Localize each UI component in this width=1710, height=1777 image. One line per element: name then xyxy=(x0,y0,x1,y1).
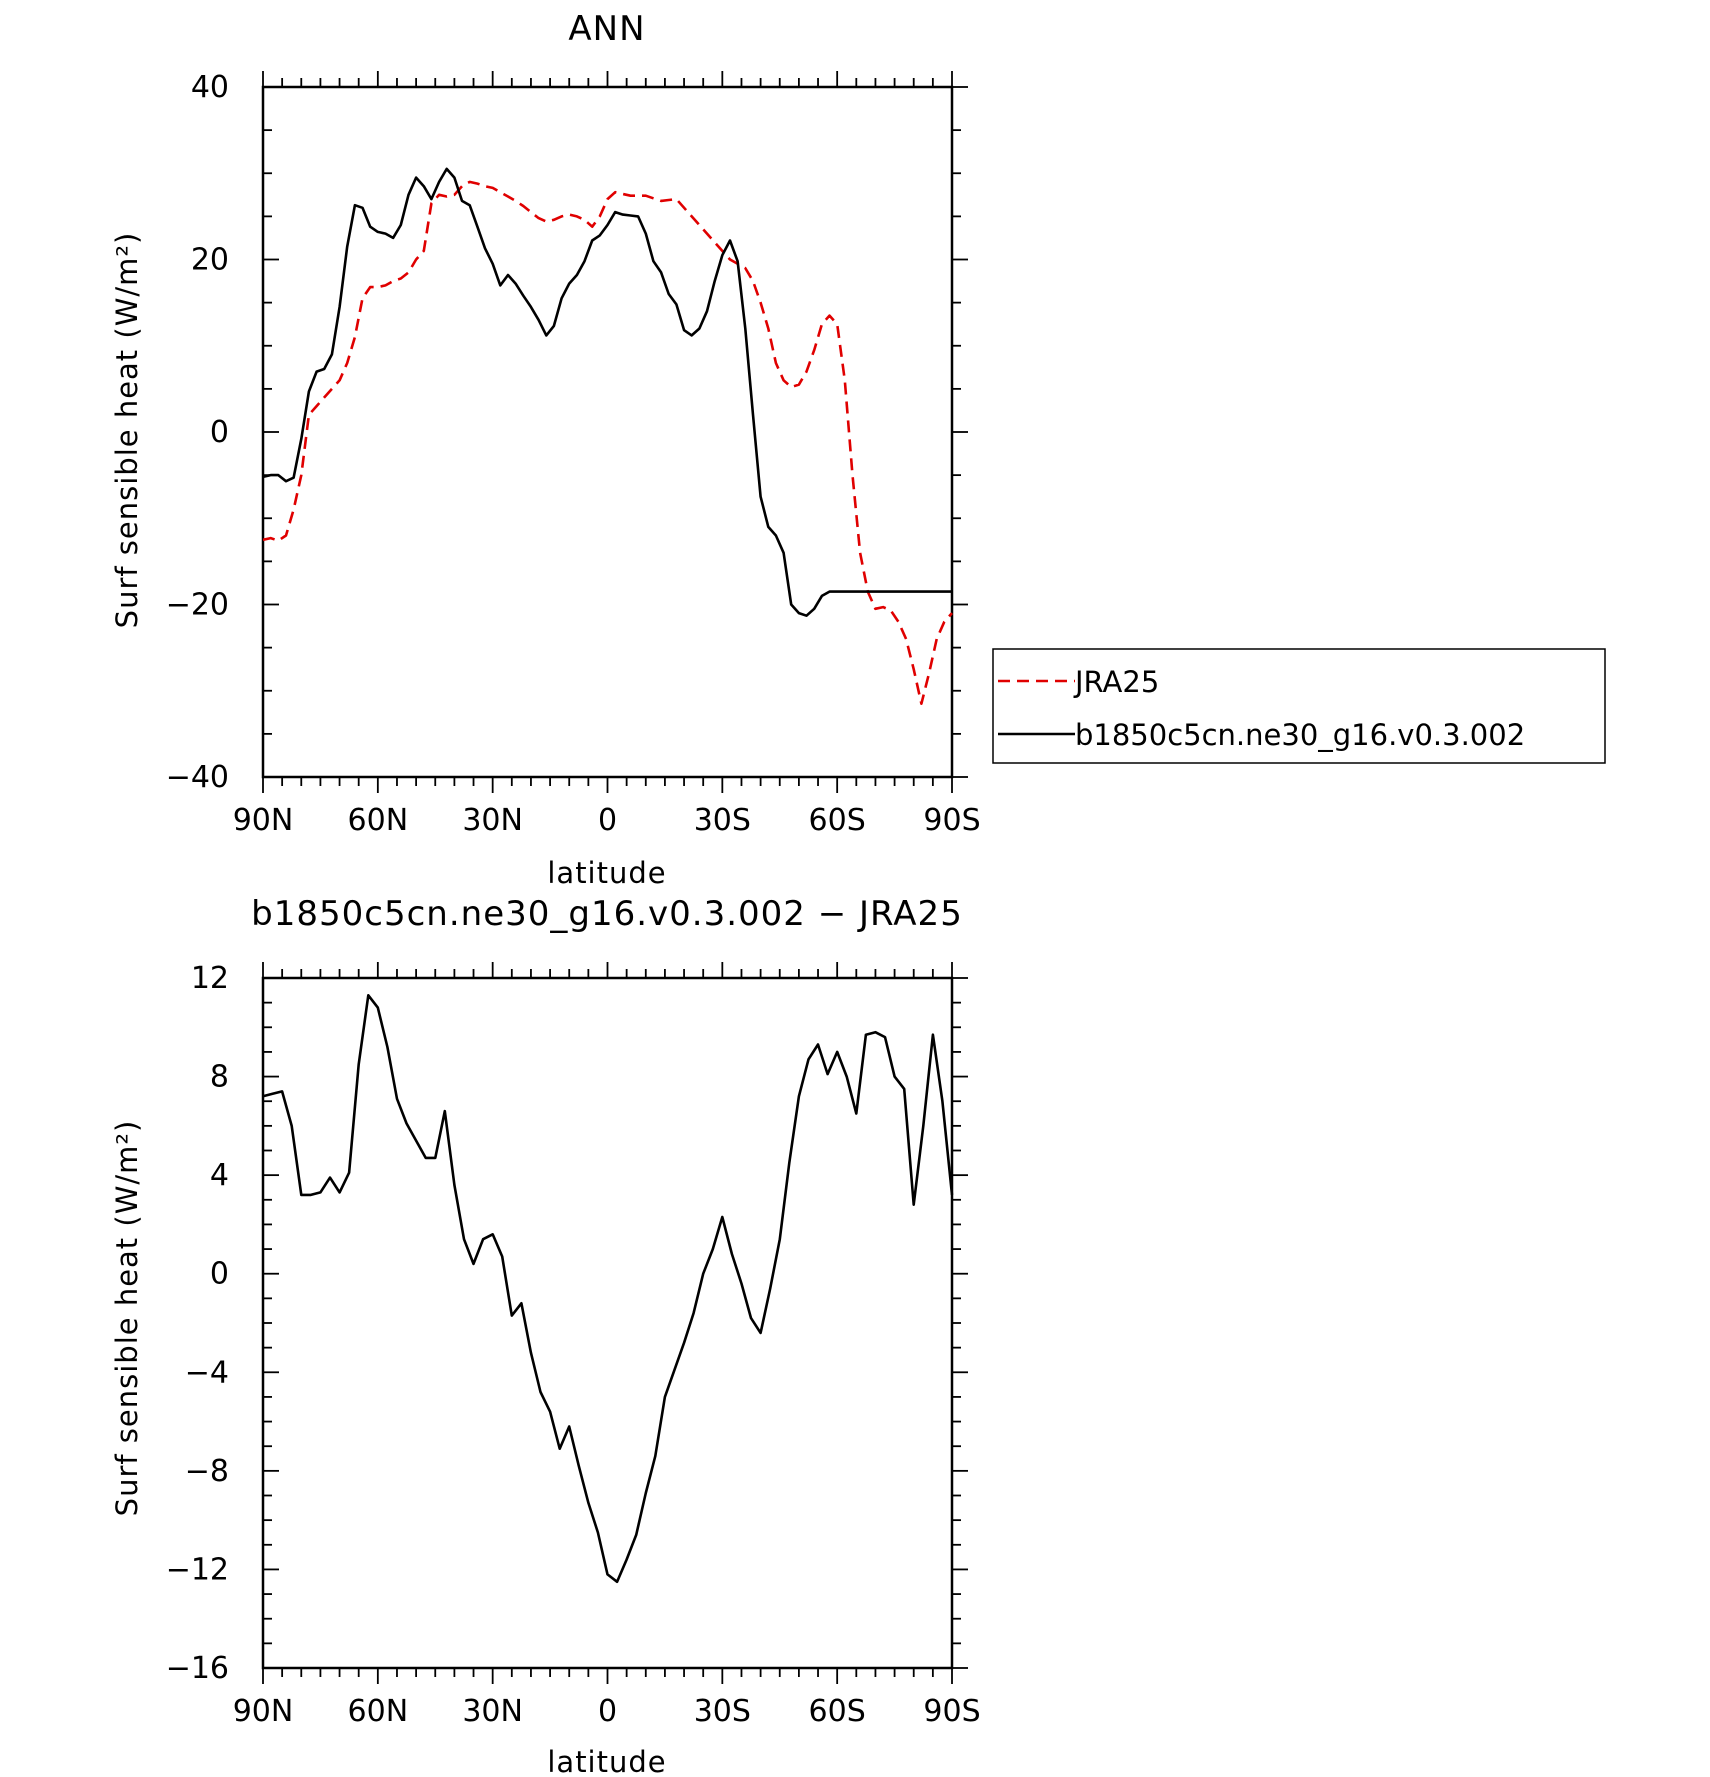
top-plot-area: 90N 60N 30N 0 30S 60S 90S 40 20 0 −20 −40 xyxy=(166,70,981,838)
top-series-line-b1850c5cn-ne30-g16-v0-3-002 xyxy=(262,167,952,618)
top-ylabel: Surf sensible heat (W/m²) xyxy=(110,232,144,629)
top-series-line-jra25 xyxy=(262,180,953,706)
bottom-ytick-label: 12 xyxy=(191,961,229,996)
top-ytick-label: 0 xyxy=(210,415,229,450)
legend-label-jra25: JRA25 xyxy=(1073,665,1159,699)
top-ytick-label: −40 xyxy=(166,760,229,795)
top-xtick-label: 0 xyxy=(598,803,617,838)
bottom-ytick-label: −8 xyxy=(185,1454,229,1489)
bottom-xtick-label: 30N xyxy=(462,1694,523,1729)
legend: JRA25 b1850c5cn.ne30_g16.v0.3.002 xyxy=(992,648,1606,764)
top-xtick-label: 60S xyxy=(809,803,866,838)
bottom-xlabel: latitude xyxy=(547,1745,666,1777)
top-ytick-label: −20 xyxy=(166,588,229,623)
top-xtick-label: 30N xyxy=(462,803,523,838)
bottom-xtick-label: 30S xyxy=(694,1694,751,1729)
bottom-ytick-label: 0 xyxy=(210,1257,229,1292)
bottom-xtick-label: 90N xyxy=(233,1694,294,1729)
legend-label-model: b1850c5cn.ne30_g16.v0.3.002 xyxy=(1075,718,1525,752)
bottom-ytick-label: −16 xyxy=(166,1651,229,1686)
bottom-xtick-label: 90S xyxy=(923,1694,980,1729)
bottom-ytick-label: −4 xyxy=(185,1355,229,1390)
top-ytick-label: 40 xyxy=(191,70,229,105)
bottom-ytick-label: 8 xyxy=(210,1060,229,1095)
top-chart-title: ANN xyxy=(568,9,645,49)
bottom-plot-area: 90N 60N 30N 0 30S 60S 90S 12 8 4 0 −4 −8 −12 −16 xyxy=(166,961,981,1729)
legend-box xyxy=(992,648,1606,764)
top-xtick-label: 90S xyxy=(923,803,980,838)
top-panel: ANN 90N 60N 30N 0 30S 60S 90S 40 20 0 −20 −40 Surf … xyxy=(110,9,1606,890)
bottom-series-line-0 xyxy=(262,993,954,1584)
bottom-panel: b1850c5cn.ne30_g16.v0.3.002 − JRA25 90N 6… xyxy=(110,894,981,1777)
bottom-ytick-label: −12 xyxy=(166,1552,229,1587)
top-xlabel: latitude xyxy=(547,856,666,890)
top-xtick-label: 90N xyxy=(233,803,294,838)
bottom-ytick-label: 4 xyxy=(210,1158,229,1193)
bottom-xtick-label: 0 xyxy=(598,1694,617,1729)
top-xtick-label: 30S xyxy=(694,803,751,838)
top-xtick-label: 60N xyxy=(348,803,409,838)
bottom-chart-title: b1850c5cn.ne30_g16.v0.3.002 − JRA25 xyxy=(251,894,963,934)
top-ytick-label: 20 xyxy=(191,243,229,278)
bottom-xtick-label: 60S xyxy=(809,1694,866,1729)
bottom-ylabel: Surf sensible heat (W/m²) xyxy=(110,1120,144,1517)
bottom-xtick-label: 60N xyxy=(348,1694,409,1729)
